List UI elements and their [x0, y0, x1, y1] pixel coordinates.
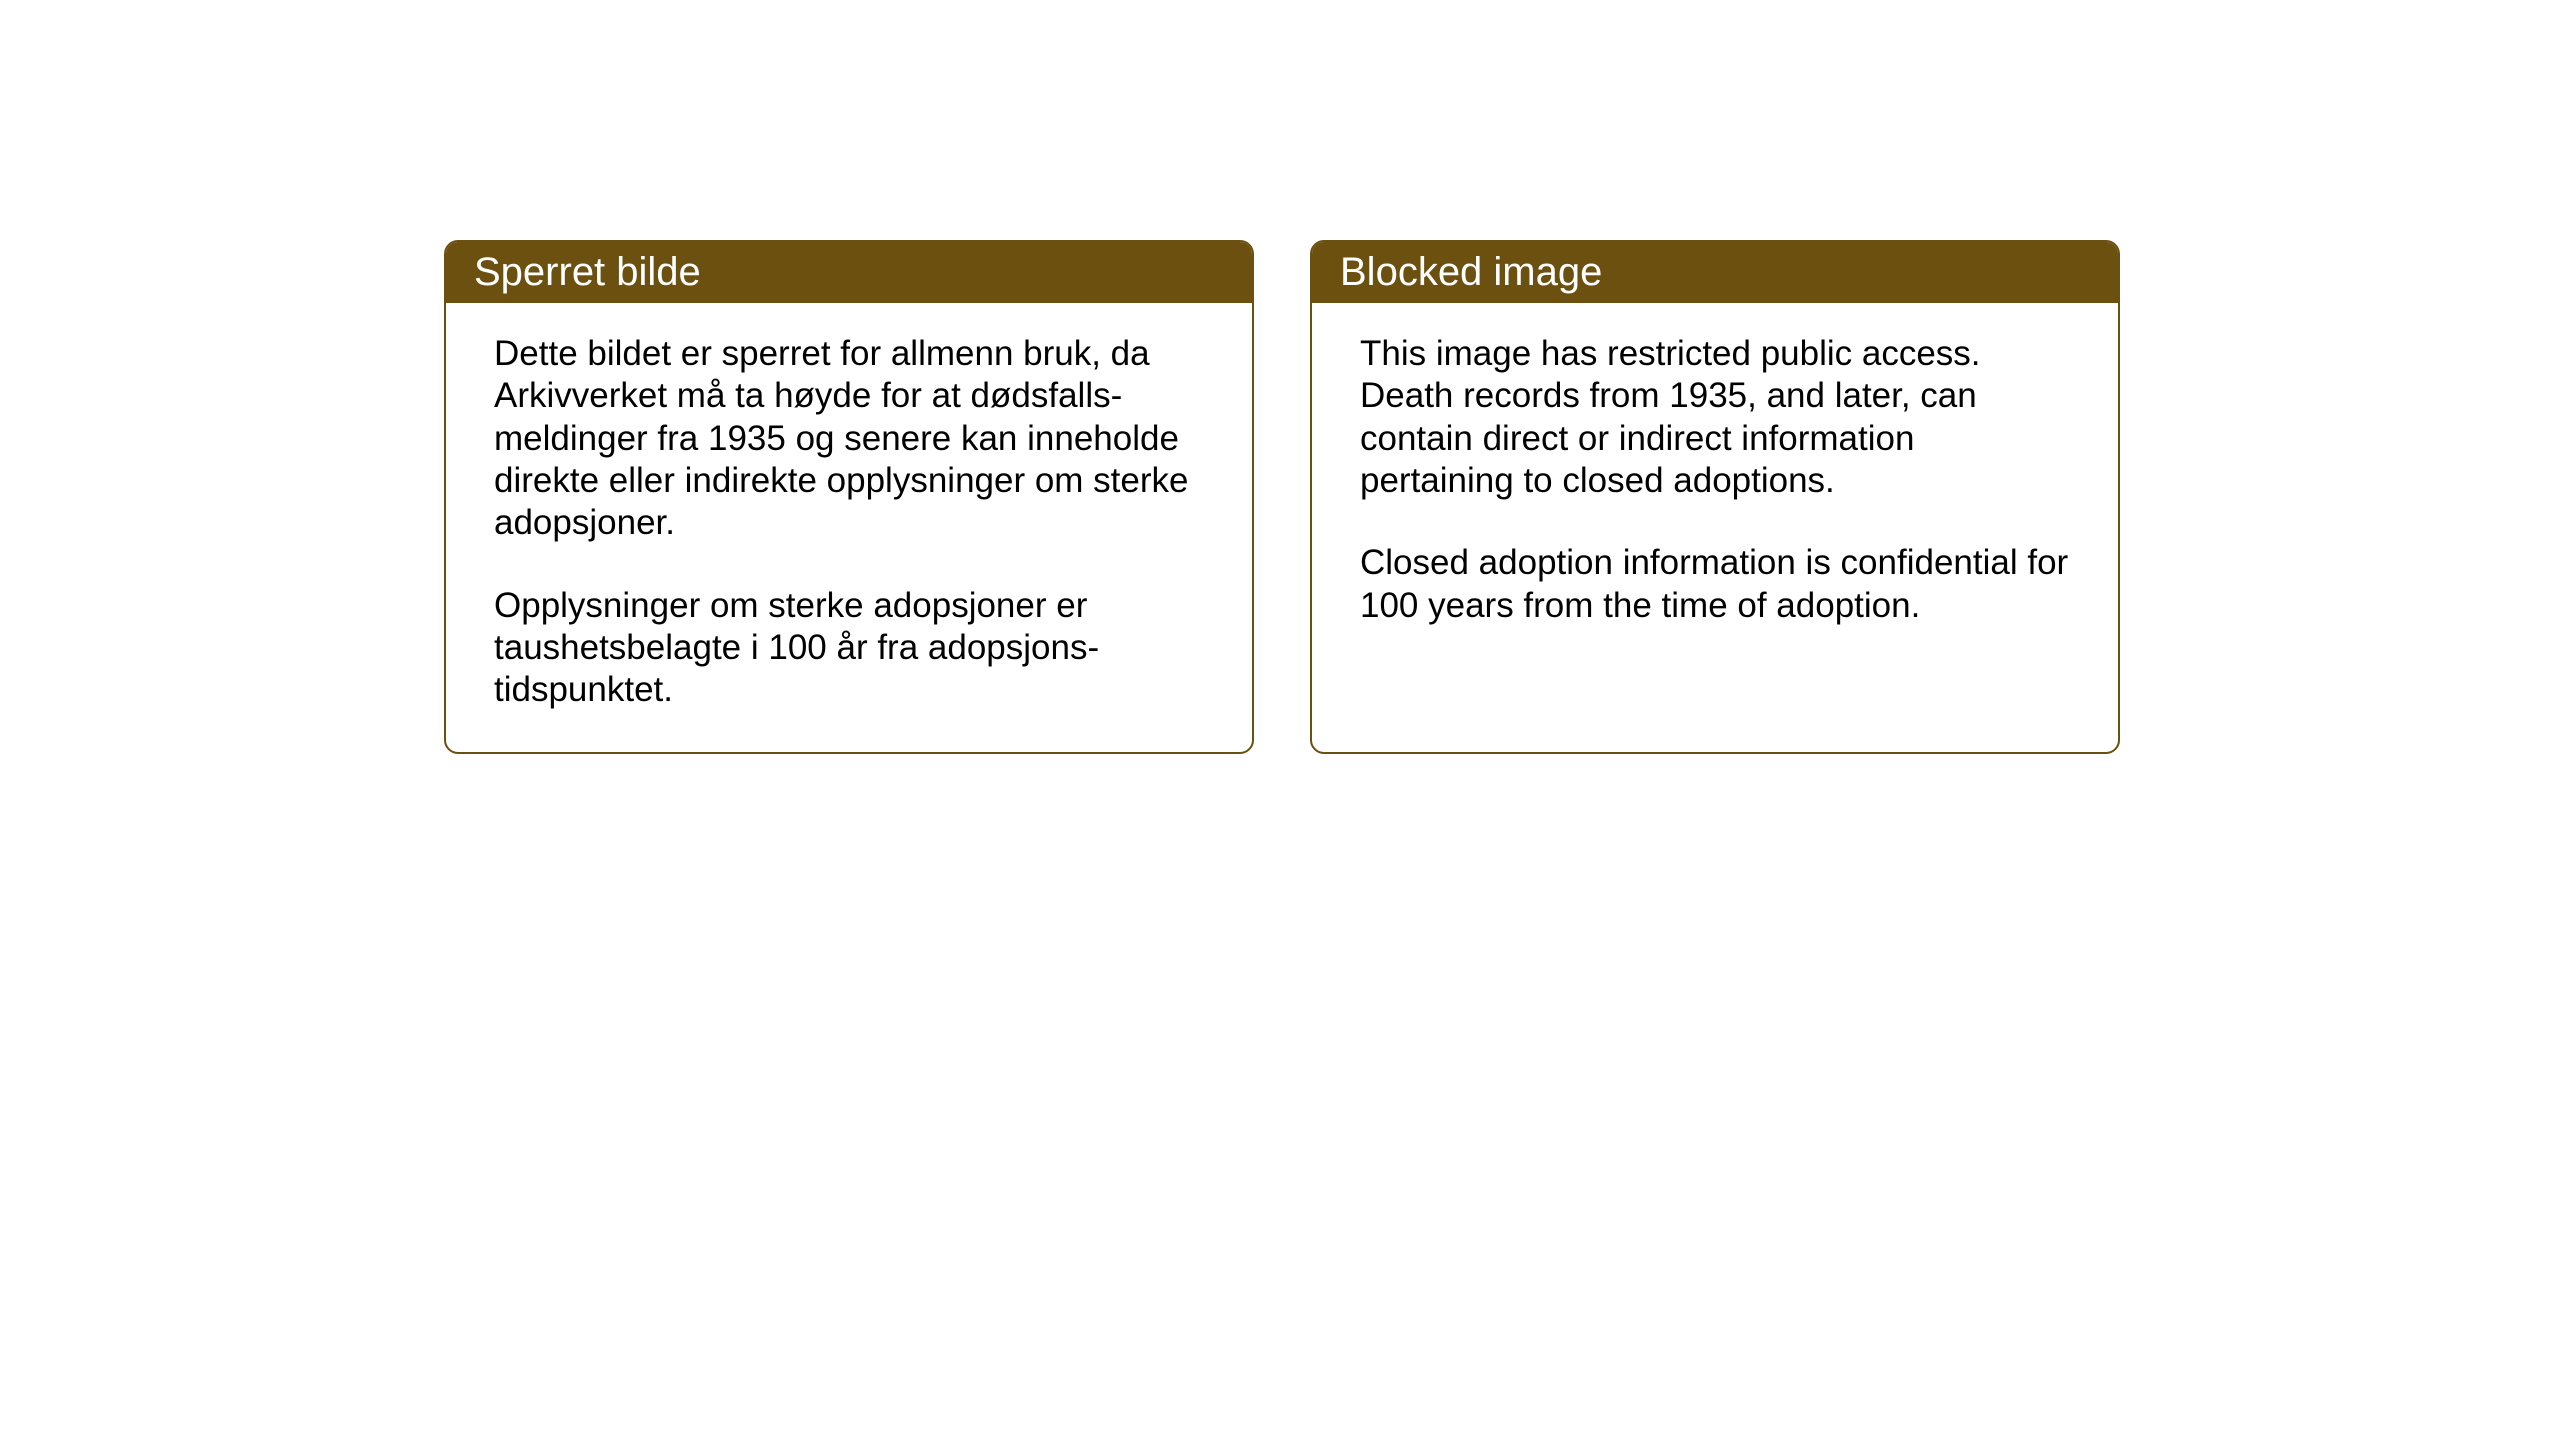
card-english: Blocked image This image has restricted … — [1310, 240, 2120, 754]
card-paragraph-norwegian-2: Opplysninger om sterke adopsjoner er tau… — [494, 585, 1204, 712]
card-paragraph-english-1: This image has restricted public access.… — [1360, 333, 2070, 502]
card-title-english: Blocked image — [1340, 250, 1602, 294]
card-body-norwegian: Dette bildet er sperret for allmenn bruk… — [446, 303, 1252, 752]
cards-container: Sperret bilde Dette bildet er sperret fo… — [444, 240, 2120, 754]
card-norwegian: Sperret bilde Dette bildet er sperret fo… — [444, 240, 1254, 754]
card-header-english: Blocked image — [1312, 242, 2118, 303]
card-body-english: This image has restricted public access.… — [1312, 303, 2118, 667]
card-header-norwegian: Sperret bilde — [446, 242, 1252, 303]
card-paragraph-english-2: Closed adoption information is confident… — [1360, 542, 2070, 627]
card-title-norwegian: Sperret bilde — [474, 250, 701, 294]
card-paragraph-norwegian-1: Dette bildet er sperret for allmenn bruk… — [494, 333, 1204, 545]
